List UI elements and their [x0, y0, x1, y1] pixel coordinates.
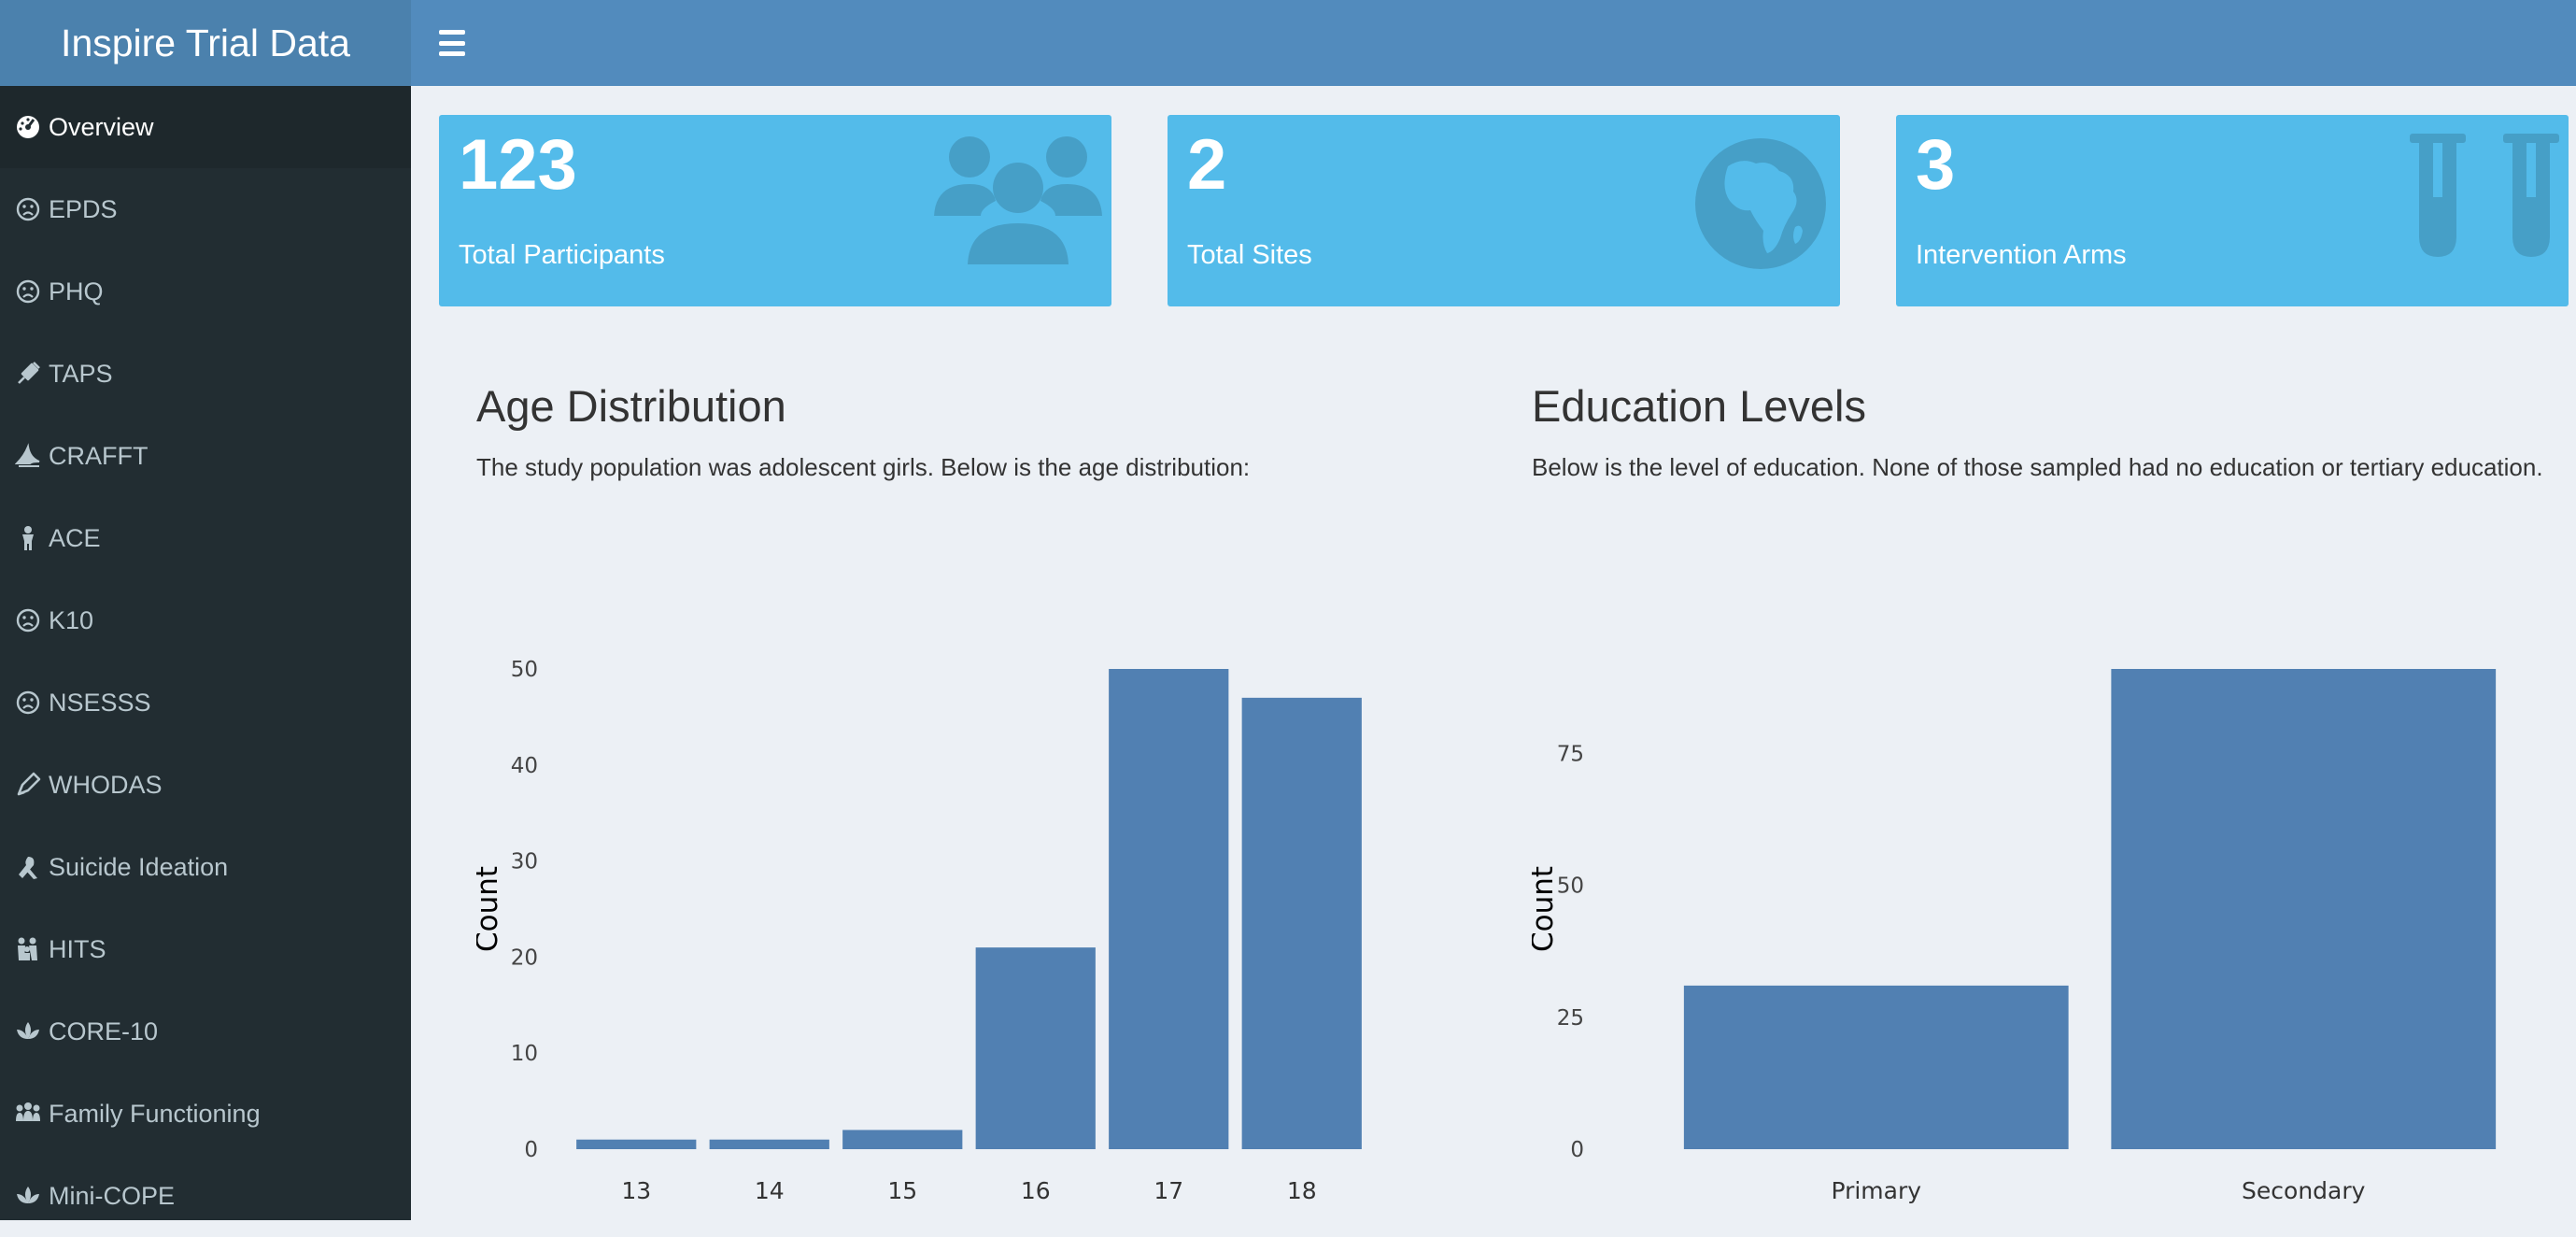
syringe-icon: [18, 362, 40, 384]
bar-secondary: [2111, 669, 2497, 1149]
sidebar-item-label: Overview: [49, 112, 154, 141]
app-title[interactable]: Inspire Trial Data: [0, 0, 411, 86]
value-box-arms: 3 Intervention Arms: [1896, 115, 2569, 306]
sidebar-item-label: TAPS: [49, 359, 113, 388]
sidebar-item-label: EPDS: [49, 194, 118, 223]
sidebar-item-label: K10: [49, 605, 94, 634]
sidebar-item-k10[interactable]: K10: [0, 579, 411, 661]
x-tick-label: 15: [887, 1177, 917, 1204]
bar-15: [842, 1130, 963, 1149]
y-axis-label: Count: [1532, 866, 1560, 952]
vials-icon: [2410, 134, 2559, 257]
child-icon: [22, 526, 34, 550]
pen-icon: [17, 772, 41, 796]
x-tick-label: 14: [755, 1177, 785, 1204]
y-tick-label: 75: [1557, 742, 1584, 766]
y-tick-label: 10: [511, 1042, 538, 1066]
y-tick-label: 0: [524, 1138, 538, 1162]
frown-icon: [16, 197, 40, 221]
sidebar-item-label: Suicide Ideation: [49, 852, 229, 881]
top-navbar: [411, 0, 2576, 86]
frown-icon: [16, 279, 40, 304]
dashboard-icon: [17, 116, 39, 138]
value-box-value: 123: [459, 125, 577, 205]
sidebar-item-mini-cope[interactable]: Mini-COPE: [0, 1155, 411, 1237]
sidebar-item-label: NSESSS: [49, 688, 151, 717]
frown-icon: [16, 608, 40, 633]
sidebar-item-label: HITS: [49, 934, 106, 963]
sidebar-item-taps[interactable]: TAPS: [0, 333, 411, 415]
value-box-value: 3: [1916, 125, 1956, 205]
bar-17: [1109, 669, 1229, 1149]
value-box-label: Intervention Arms: [1916, 240, 2127, 270]
sidebar-item-nsesss[interactable]: NSESSS: [0, 661, 411, 744]
x-tick-label: 18: [1287, 1177, 1317, 1204]
value-box-participants: 123 Total Participants: [439, 115, 1111, 306]
sidebar-item-label: CORE-10: [49, 1017, 159, 1045]
sidebar-item-overview[interactable]: Overview: [0, 86, 411, 168]
education-panel-description: Below is the level of education. None of…: [1532, 453, 2543, 481]
sidebar-item-label: Family Functioning: [49, 1099, 261, 1128]
y-axis-label: Count: [476, 866, 504, 952]
frown-icon: [16, 690, 40, 715]
x-tick-label: Secondary: [2242, 1177, 2366, 1204]
y-tick-label: 0: [1570, 1138, 1584, 1162]
y-tick-label: 25: [1557, 1006, 1584, 1031]
sidebar-item-label: PHQ: [49, 277, 104, 306]
sidebar-item-epds[interactable]: EPDS: [0, 168, 411, 250]
sidebar-item-ace[interactable]: ACE: [0, 497, 411, 579]
bar-14: [709, 1139, 829, 1149]
bar-primary: [1683, 985, 2069, 1149]
age-panel-title: Age Distribution: [476, 381, 786, 431]
sidebar-item-whodas[interactable]: WHODAS: [0, 744, 411, 826]
value-box-label: Total Participants: [459, 240, 665, 270]
sidebar: Inspire Trial Data Overview EPDS PHQ TAPS CR…: [0, 0, 411, 1220]
bar-13: [576, 1139, 697, 1149]
y-tick-label: 50: [511, 658, 538, 682]
bar-16: [975, 947, 1096, 1149]
globe-africa-icon: [1695, 138, 1826, 269]
sidebar-item-core-10[interactable]: CORE-10: [0, 990, 411, 1073]
y-tick-label: 30: [511, 850, 538, 874]
sidebar-item-label: CRAFFT: [49, 441, 149, 470]
sidebar-item-label: Mini-COPE: [49, 1181, 176, 1210]
lotus-icon: [17, 1022, 39, 1039]
y-tick-label: 50: [1557, 874, 1584, 899]
family-icon: [18, 937, 37, 960]
people-group-icon: [16, 1102, 40, 1121]
y-tick-label: 40: [511, 754, 538, 778]
y-tick-label: 20: [511, 946, 538, 970]
value-box-label: Total Sites: [1187, 240, 1312, 270]
sidebar-item-family-functioning[interactable]: Family Functioning: [0, 1073, 411, 1155]
education-levels-chart: Count 0 25 50 75 Primary Secondary: [1532, 669, 2497, 1204]
sidebar-item-suicide-ideation[interactable]: Suicide Ideation: [0, 826, 411, 908]
bar-18: [1241, 697, 1362, 1149]
x-tick-label: 13: [621, 1177, 651, 1204]
cannabis-icon: [15, 443, 40, 467]
education-panel-title: Education Levels: [1532, 381, 1866, 431]
ribbon-icon: [19, 857, 37, 879]
x-tick-label: 16: [1021, 1177, 1051, 1204]
main-content: 123 Total Participants 2 Total Sites 3 I…: [411, 86, 2576, 1220]
x-tick-label: 17: [1154, 1177, 1183, 1204]
sidebar-item-hits[interactable]: HITS: [0, 908, 411, 990]
age-distribution-chart: Count 0 10 20 30 40 50 13 14 15 16 17 18: [476, 658, 1362, 1204]
x-tick-label: Primary: [1831, 1177, 1921, 1204]
sidebar-toggle-icon[interactable]: [437, 26, 467, 60]
value-box-sites: 2 Total Sites: [1168, 115, 1840, 306]
age-panel-description: The study population was adolescent girl…: [476, 453, 1251, 481]
sidebar-item-phq[interactable]: PHQ: [0, 250, 411, 333]
sidebar-item-label: ACE: [49, 523, 101, 552]
sidebar-menu: Overview EPDS PHQ TAPS CRAFFT ACE K10 NSESSS WHO…: [0, 86, 411, 1237]
sidebar-item-label: WHODAS: [49, 770, 163, 799]
sidebar-item-crafft[interactable]: CRAFFT: [0, 415, 411, 497]
value-box-value: 2: [1187, 125, 1227, 205]
users-icon: [934, 136, 1102, 264]
lotus-icon: [17, 1187, 39, 1203]
